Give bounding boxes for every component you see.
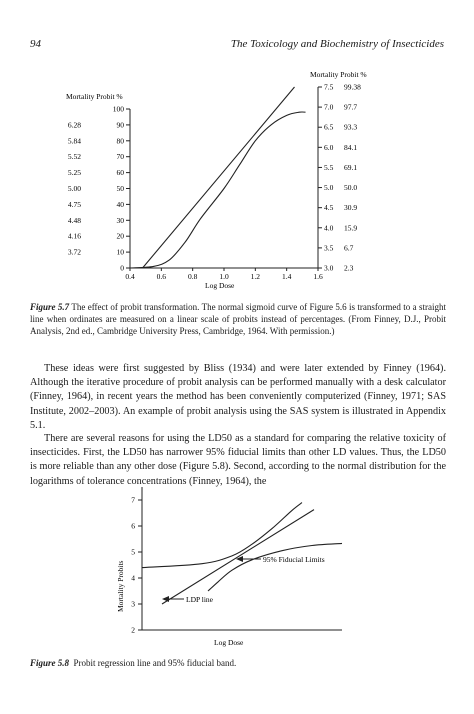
left-tick-label: 20 — [117, 232, 125, 241]
right-tick-probit: 7.0 — [324, 103, 334, 112]
ldp-label: LDP line — [186, 595, 214, 604]
right-tick-probit: 5.5 — [324, 163, 334, 172]
right-tick-probit: 7.5 — [324, 83, 334, 92]
right-tick-probit: 4.0 — [324, 223, 334, 232]
right-tick-percent: 93.3 — [344, 123, 357, 132]
figure-5-7-caption: Figure 5.7 The effect of probit transfor… — [30, 301, 446, 338]
right-axis-title: Mortality Probit % — [310, 70, 367, 79]
right-tick-percent: 99.38 — [344, 83, 361, 92]
caption-text: Probit regression line and 95% fiducial … — [73, 658, 237, 668]
x-tick-label: 1.2 — [251, 272, 261, 281]
right-tick-probit: 5.0 — [324, 183, 334, 192]
right-tick-percent: 15.9 — [344, 223, 357, 232]
left-probit-label: 4.48 — [68, 216, 81, 225]
left-tick-label: 10 — [117, 248, 125, 257]
ldp-line — [161, 509, 315, 605]
y-axis-ticks: 2 3 4 5 6 7 — [131, 496, 142, 635]
lower-fiducial-curve — [207, 542, 343, 592]
x-axis-title: Log Dose — [205, 281, 235, 290]
left-tick-label: 60 — [117, 168, 125, 177]
y-tick-label: 5 — [131, 548, 135, 557]
y-axis-title: Mortality Probits — [116, 560, 125, 612]
left-probit-labels: 3.72 4.16 4.48 4.75 5.00 5.25 5.52 5.84 6.28 — [68, 120, 81, 256]
left-axis-ticks: 0 10 20 30 40 50 60 70 80 90 100 — [113, 105, 130, 273]
y-tick-label: 2 — [131, 626, 135, 635]
figure-5-7-chart: Mortality Probit % Mortality Probit % 0 1… — [66, 70, 367, 290]
right-axis-ticks: 3.0 2.3 3.5 6.7 4.0 15.9 4.5 30.9 5.0 50.0 5.5 69.1… — [318, 83, 361, 273]
left-tick-label: 0 — [120, 264, 124, 273]
right-tick-percent: 6.7 — [344, 243, 354, 252]
left-probit-label: 5.00 — [68, 184, 81, 193]
right-tick-percent: 97.7 — [344, 103, 357, 112]
x-tick-label: 0.4 — [125, 272, 135, 281]
right-tick-percent: 84.1 — [344, 143, 357, 152]
running-title: The Toxicology and Biochemistry of Insec… — [230, 38, 444, 50]
probit-straight-line — [142, 86, 295, 269]
left-tick-label: 30 — [117, 216, 125, 225]
x-tick-label: 1.6 — [313, 272, 323, 281]
body-paragraph-2: There are several reasons for using the … — [30, 433, 446, 487]
x-axis-ticks: 0.4 0.6 0.8 1.0 1.2 1.4 1.6 — [125, 268, 323, 281]
right-tick-percent: 30.9 — [344, 203, 357, 212]
right-tick-percent: 2.3 — [344, 264, 354, 273]
figure-5-8-chart: 2 3 4 5 6 7 Mortality Probits Log Dose 95% Fi… — [116, 487, 343, 647]
ldp-arrowhead — [162, 596, 169, 602]
x-axis-title: Log Dose — [214, 638, 244, 647]
left-probit-label: 4.16 — [68, 232, 81, 241]
y-tick-label: 4 — [131, 574, 135, 583]
left-probit-label: 6.28 — [68, 120, 81, 129]
left-axis-title: Mortality Probit % — [66, 92, 123, 101]
sigmoid-curve — [129, 111, 306, 269]
left-tick-label: 70 — [117, 152, 125, 161]
caption-label: Figure 5.8 — [30, 658, 70, 668]
left-tick-label: 50 — [117, 184, 125, 193]
left-probit-label: 5.25 — [68, 168, 81, 177]
x-tick-label: 0.8 — [188, 272, 198, 281]
caption-text: The effect of probit transformation. The… — [30, 302, 446, 337]
right-tick-probit: 3.5 — [324, 243, 334, 252]
right-tick-probit: 6.0 — [324, 143, 334, 152]
figure-5-8-caption: Figure 5.8 Probit regression line and 95… — [30, 657, 446, 669]
right-tick-probit: 3.0 — [324, 264, 334, 273]
left-probit-label: 3.72 — [68, 248, 81, 257]
right-tick-percent: 69.1 — [344, 163, 357, 172]
left-probit-label: 4.75 — [68, 200, 81, 209]
left-probit-label: 5.52 — [68, 152, 81, 161]
right-tick-probit: 4.5 — [324, 203, 334, 212]
fiducial-label: 95% Fiducial Limits — [263, 555, 325, 564]
body-paragraph-1: These ideas were first suggested by Blis… — [30, 363, 446, 431]
left-tick-label: 40 — [117, 200, 125, 209]
upper-fiducial-curve — [141, 502, 303, 569]
left-probit-label: 5.84 — [68, 136, 81, 145]
x-tick-label: 0.6 — [157, 272, 167, 281]
x-tick-label: 1.4 — [282, 272, 292, 281]
y-tick-label: 3 — [131, 600, 135, 609]
left-tick-label: 90 — [117, 120, 125, 129]
left-tick-label: 80 — [117, 136, 125, 145]
right-tick-percent: 50.0 — [344, 183, 357, 192]
y-tick-label: 6 — [131, 522, 135, 531]
left-tick-label: 100 — [113, 105, 125, 114]
right-tick-probit: 6.5 — [324, 123, 334, 132]
fiducial-arrowhead — [236, 556, 243, 562]
page-number: 94 — [30, 38, 41, 50]
y-tick-label: 7 — [131, 496, 135, 505]
caption-label: Figure 5.7 — [30, 302, 70, 312]
x-tick-label: 1.0 — [219, 272, 229, 281]
